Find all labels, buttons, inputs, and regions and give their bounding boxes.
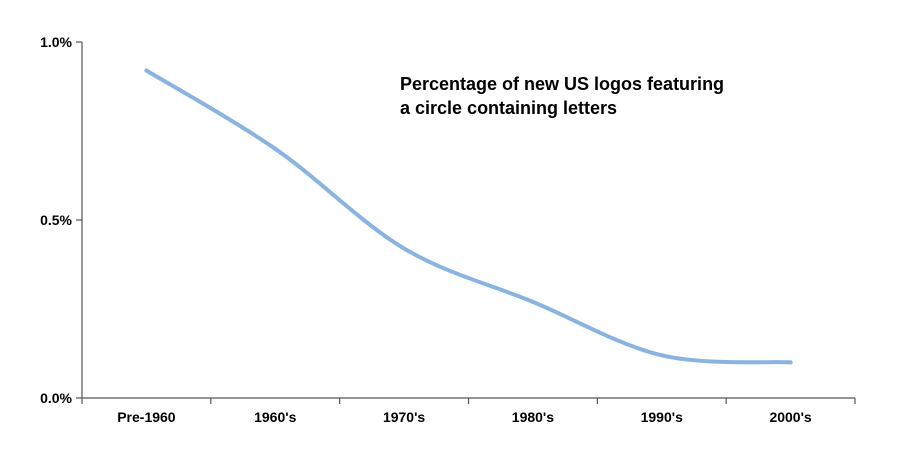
data-point bbox=[659, 353, 664, 358]
x-tick-label: 1970's bbox=[383, 409, 425, 425]
data-point bbox=[144, 68, 149, 73]
chart-title-line-1: Percentage of new US logos featuring bbox=[400, 74, 724, 94]
y-axis-ticks bbox=[76, 41, 856, 404]
y-tick-label: 1.0% bbox=[40, 34, 72, 50]
x-axis-labels: Pre-1960 1960's 1970's 1980's 1990's 2000's bbox=[117, 409, 812, 425]
y-tick-label: 0.0% bbox=[40, 390, 72, 406]
x-tick-label: 1960's bbox=[254, 409, 296, 425]
data-point bbox=[273, 146, 278, 151]
series-line bbox=[144, 68, 793, 365]
data-point bbox=[788, 360, 793, 365]
y-tick-label: 0.5% bbox=[40, 212, 72, 228]
axes bbox=[81, 42, 855, 399]
series-layer bbox=[144, 68, 793, 365]
x-tick-label: Pre-1960 bbox=[117, 409, 176, 425]
chart-title-line-2: a circle containing letters bbox=[400, 98, 617, 118]
title-block: Percentage of new US logos featuring a c… bbox=[400, 74, 724, 118]
data-point bbox=[530, 299, 535, 304]
x-tick-label: 1990's bbox=[641, 409, 683, 425]
data-point bbox=[402, 246, 407, 251]
y-axis-labels: 0.0% 0.5% 1.0% bbox=[40, 34, 72, 406]
x-tick-label: 1980's bbox=[512, 409, 554, 425]
x-tick-label: 2000's bbox=[769, 409, 811, 425]
